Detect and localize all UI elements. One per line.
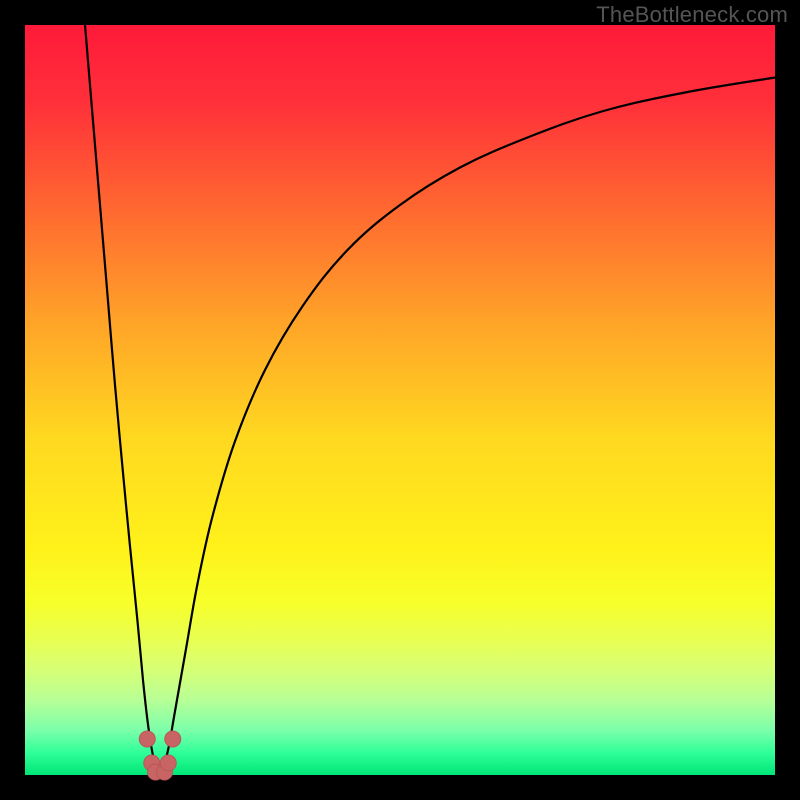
data-marker [160,755,176,771]
data-marker [165,731,181,747]
bottleneck-curve-chart [0,0,800,800]
gradient-background [25,25,775,775]
data-marker [139,731,155,747]
chart-frame: TheBottleneck.com [0,0,800,800]
watermark-text: TheBottleneck.com [596,2,788,28]
